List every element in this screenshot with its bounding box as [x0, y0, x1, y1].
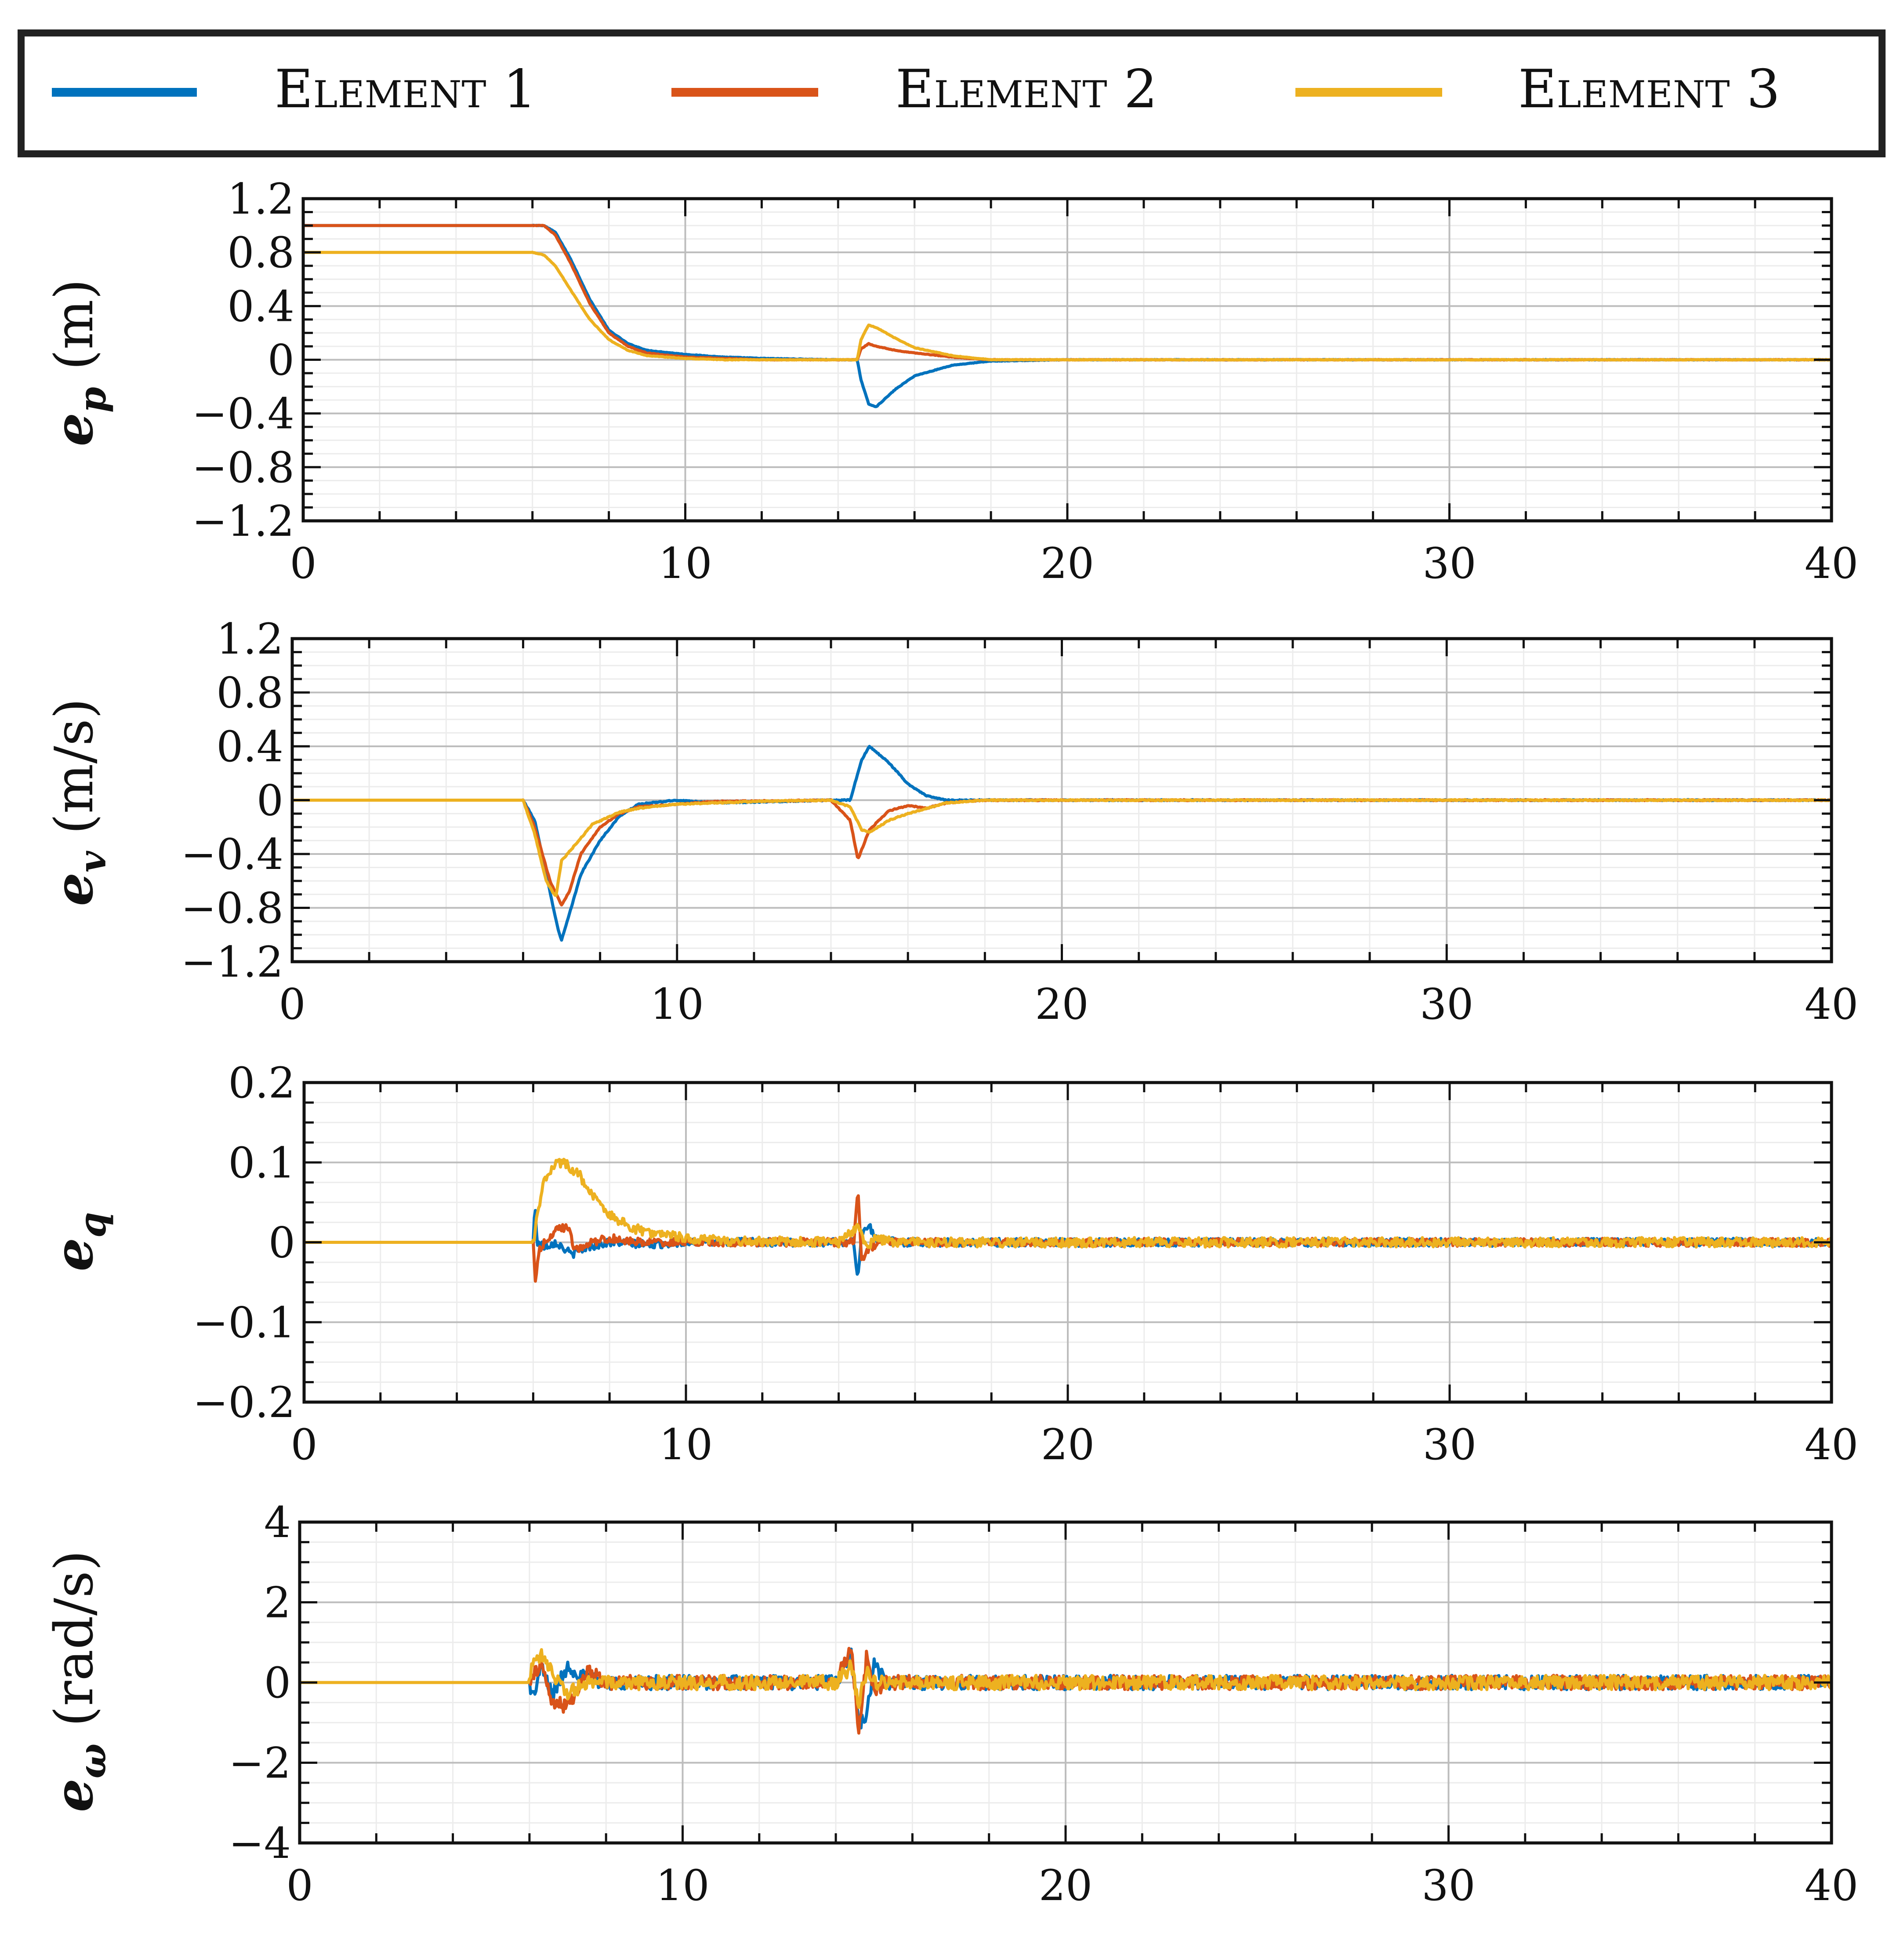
angular-rate-error-xtick-label: 20	[1039, 1861, 1092, 1910]
position-error-xtick-label: 30	[1422, 539, 1476, 588]
position-error-ytick-label: −1.2	[192, 497, 294, 546]
position-error-ytick-label: 0	[268, 336, 294, 385]
angular-rate-error-xtick-label: 40	[1805, 1861, 1858, 1910]
position-error-xtick-label: 20	[1041, 539, 1094, 588]
position-error-ticks	[302, 197, 1833, 522]
position-error-ytick-label: −0.8	[192, 443, 294, 492]
legend-box	[18, 29, 1886, 157]
attitude-error-line-element-3	[304, 1158, 1831, 1250]
position-error-xtick-label: 0	[290, 539, 316, 588]
attitude-error-series	[304, 1158, 1831, 1283]
velocity-error-ytick-label: 0.8	[216, 669, 283, 718]
position-error-series	[303, 224, 1831, 408]
velocity-error-ytick-label: −0.8	[181, 884, 283, 933]
attitude-error-ytick-label: −0.1	[193, 1298, 295, 1347]
velocity-error-xtick-label: 40	[1805, 980, 1858, 1029]
ylabel-angular-rate-error: eω (rad/s)	[43, 1550, 114, 1812]
velocity-error-ytick-label: 0	[257, 776, 283, 825]
angular-rate-error-xtick-label: 0	[286, 1861, 313, 1910]
legend-entry-1: Element 1	[52, 59, 537, 120]
position-error-ytick-label: −0.4	[192, 389, 294, 439]
velocity-error-tick-labels: 0 10 20 30 40 −1.2 −0.8 −0.4 0 0.40.8 1.2	[181, 614, 1858, 1029]
legend-label-1: Element 1	[275, 59, 537, 120]
angular-rate-error-xtick-label: 30	[1422, 1861, 1475, 1910]
panel-angular-rate-error: 0 10 20 30 40 −4 −2 0 2 4 eω (rad/s)	[43, 1498, 1858, 1910]
velocity-error-series	[292, 745, 1831, 942]
attitude-error-xtick-label: 10	[659, 1420, 713, 1469]
velocity-error-ytick-label: −1.2	[181, 938, 283, 987]
position-error-line-element-3	[303, 251, 1831, 362]
angular-rate-error-ytick-label: −4	[228, 1819, 291, 1868]
legend-entry-2: Element 2	[671, 59, 1157, 120]
velocity-error-xtick-label: 20	[1035, 980, 1088, 1029]
angular-rate-error-tick-labels: 0 10 20 30 40 −4 −2 0 2 4	[228, 1498, 1858, 1910]
velocity-error-ytick-label: 0.4	[216, 722, 283, 771]
velocity-error-line-element-3	[292, 798, 1831, 897]
angular-rate-error-ticks	[298, 1521, 1833, 1844]
legend-label-3: Element 3	[1518, 59, 1780, 120]
angular-rate-error-xtick-label: 10	[656, 1861, 709, 1910]
angular-rate-error-ytick-label: 4	[264, 1498, 291, 1547]
velocity-error-xtick-label: 10	[650, 980, 704, 1029]
velocity-error-xtick-label: 30	[1420, 980, 1473, 1029]
attitude-error-grid	[303, 1082, 1832, 1403]
velocity-error-ticks	[291, 637, 1833, 963]
position-error-ytick-label: 1.2	[227, 174, 294, 224]
attitude-error-tick-labels: 0 10 20 30 40 −0.2 −0.1 0 0.1 0.2	[193, 1058, 1858, 1469]
legend-label-2: Element 2	[896, 59, 1157, 120]
attitude-error-xtick-label: 40	[1805, 1420, 1858, 1469]
panel-velocity-error: 0 10 20 30 40 −1.2 −0.8 −0.4 0 0.40.8 1.2 ev (m/s)	[43, 614, 1858, 1029]
attitude-error-ytick-label: −0.2	[193, 1378, 295, 1427]
attitude-error-ticks	[303, 1081, 1833, 1403]
ylabel-velocity-error: ev (m/s)	[43, 698, 114, 906]
attitude-error-xtick-label: 0	[290, 1420, 317, 1469]
attitude-error-ytick-label: 0	[268, 1218, 295, 1268]
attitude-error-ytick-label: 0.2	[228, 1058, 295, 1108]
velocity-error-ytick-label: −0.4	[181, 830, 283, 879]
attitude-error-xtick-label: 20	[1041, 1420, 1095, 1469]
angular-rate-error-ytick-label: 0	[264, 1658, 291, 1708]
position-error-xtick-label: 40	[1805, 539, 1858, 588]
attitude-error-ytick-label: 0.1	[228, 1138, 295, 1188]
attitude-error-xtick-label: 30	[1423, 1420, 1476, 1469]
legend-entry-3: Element 3	[1295, 59, 1780, 120]
panel-attitude-error: 0 10 20 30 40 −0.2 −0.1 0 0.1 0.2 eq	[43, 1058, 1858, 1469]
position-error-xtick-label: 10	[658, 539, 712, 588]
position-error-ytick-label: 0.8	[227, 228, 294, 277]
position-error-tick-labels: 0 10 20 30 40−1.2−0.8−0.400.40.81.2	[192, 174, 1858, 588]
angular-rate-error-line-element-3	[300, 1648, 1831, 1709]
velocity-error-ytick-label: 1.2	[216, 614, 283, 664]
angular-rate-error-ytick-label: −2	[228, 1739, 291, 1788]
position-error-ytick-label: 0.4	[227, 282, 294, 331]
ylabel-attitude-error: eq	[43, 1212, 114, 1271]
ylabel-position-error: ep (m)	[43, 279, 114, 447]
angular-rate-error-line-element-2	[300, 1646, 1831, 1735]
angular-rate-error-series	[300, 1646, 1831, 1735]
velocity-error-xtick-label: 0	[279, 980, 305, 1029]
legend: Element 1 Element 2 Element 3	[18, 29, 1886, 157]
panel-position-error: 0 10 20 30 40−1.2−0.8−0.400.40.81.2 ep (m)	[43, 174, 1858, 588]
angular-rate-error-ytick-label: 2	[264, 1578, 291, 1628]
